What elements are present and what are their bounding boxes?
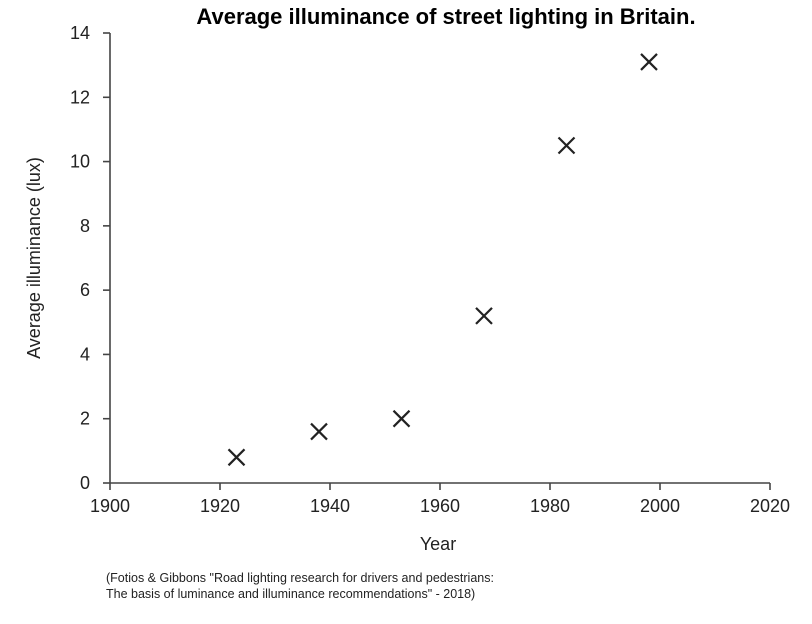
data-point-x-marker bbox=[640, 53, 658, 71]
source-note-line-2: The basis of luminance and illuminance r… bbox=[106, 587, 476, 601]
marker-stroke bbox=[475, 307, 493, 325]
x-axis-label: Year bbox=[420, 534, 456, 554]
x-tick-label: 1960 bbox=[420, 496, 460, 516]
y-tick-label: 14 bbox=[70, 23, 90, 43]
x-tick-label: 1900 bbox=[90, 496, 130, 516]
y-tick-label: 12 bbox=[70, 87, 90, 107]
marker-stroke bbox=[640, 53, 658, 71]
chart-title: Average illuminance of street lighting i… bbox=[196, 4, 695, 29]
data-point-x-marker bbox=[557, 136, 576, 155]
data-point-x-marker bbox=[227, 448, 246, 467]
y-tick-label: 8 bbox=[80, 216, 90, 236]
y-tick-label: 10 bbox=[70, 152, 90, 172]
y-tick-label: 0 bbox=[80, 473, 90, 493]
marker-stroke bbox=[557, 136, 576, 155]
y-tick-label: 2 bbox=[80, 409, 90, 429]
y-tick-label: 6 bbox=[80, 280, 90, 300]
data-point-x-marker bbox=[392, 409, 411, 428]
x-tick-label: 2000 bbox=[640, 496, 680, 516]
data-point-x-marker bbox=[475, 307, 493, 325]
data-point-x-marker bbox=[310, 422, 328, 441]
x-tick-label: 2020 bbox=[750, 496, 790, 516]
y-tick-label: 4 bbox=[80, 344, 90, 364]
marker-stroke bbox=[310, 422, 328, 441]
source-note: (Fotios & Gibbons "Road lighting researc… bbox=[106, 570, 494, 602]
marker-stroke bbox=[392, 409, 411, 428]
x-tick-label: 1920 bbox=[200, 496, 240, 516]
y-axis-label: Average illuminance (lux) bbox=[24, 157, 44, 359]
x-tick-label: 1980 bbox=[530, 496, 570, 516]
x-tick-label: 1940 bbox=[310, 496, 350, 516]
marker-stroke bbox=[227, 448, 246, 467]
source-note-line-1: (Fotios & Gibbons "Road lighting researc… bbox=[106, 571, 494, 585]
